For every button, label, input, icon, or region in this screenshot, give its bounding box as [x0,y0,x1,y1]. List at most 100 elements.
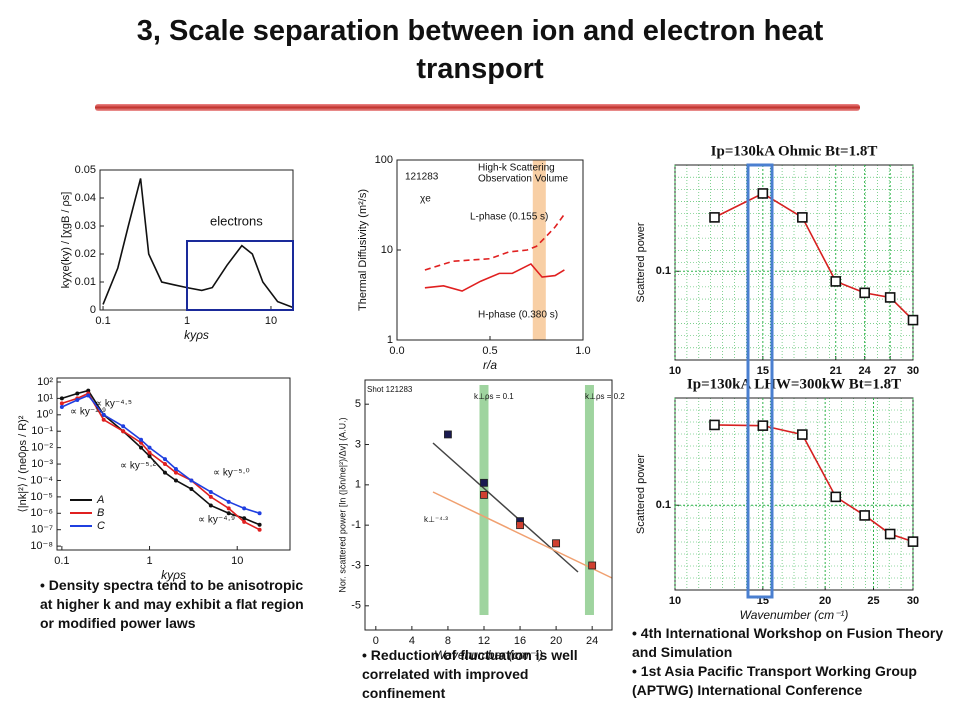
fit-line [432,442,579,573]
x-tick-label: 1 [184,315,190,327]
series-label: L-phase (0.155 s) [470,212,548,223]
point [884,528,896,540]
bullet: Density spectra tend to be anisotropic a… [40,576,310,633]
point [75,397,80,402]
point [139,437,144,442]
series-line [61,394,260,515]
annotation: Shot 121283 [367,385,413,394]
series-line [714,424,914,543]
annotation: High-k Scattering [478,163,555,174]
y-tick-label: 5 [355,398,361,410]
x-tick-label: 20 [819,595,831,607]
x-tick-label: 15 [757,365,769,377]
plot-frame [56,377,291,551]
point [101,412,106,417]
point [189,478,194,483]
annotation: ∝ ky⁻⁵·⁰ [213,468,250,479]
y-tick-label: 1 [355,479,361,491]
point [147,445,152,450]
x-axis-label: kyρs [184,328,209,342]
y-tick-label: 10⁻² [31,442,53,454]
series-line [424,213,566,271]
point [588,561,597,570]
point [162,462,167,467]
y-tick-label: -3 [351,559,361,571]
point [797,429,808,440]
x-tick-label: 25 [867,595,879,607]
x-axis-label: r/a [483,358,497,372]
annotation: k⊥ρs = 0.1 [474,392,514,401]
highlight-box [746,163,774,599]
point [757,420,769,431]
point [59,404,64,409]
annotation: k⊥ρs = 0.2 [585,392,625,401]
point [907,536,919,547]
bullet: Reduction of fluctuation is well correla… [362,646,592,703]
point [173,478,178,483]
annotation: ∝ ky⁻¹·⁹ [70,407,106,418]
annotation: electrons [210,213,263,228]
y-tick-label: 0.02 [75,248,96,260]
x-tick-label: 0.5 [482,345,497,357]
y-tick-label: 10⁻¹ [31,425,53,437]
point [257,511,262,516]
y-tick-label: 10⁻⁶ [30,507,53,519]
point [75,391,80,396]
y-tick-label: 10⁰ [36,409,53,421]
x-tick-label: 20 [550,635,562,647]
point [257,527,262,532]
point [709,419,720,431]
x-tick-label: 0.1 [54,555,69,567]
chart-title: Ip=130kA LHW=300kW Bt=1.8T [687,376,901,392]
y-tick-label: 100 [375,154,393,166]
x-tick-label: 0 [373,635,379,647]
x-axis-label: Wavenumber (cm⁻¹) [434,648,543,662]
y-tick-label: 10⁻⁷ [31,524,53,536]
legend-label: C [97,520,105,532]
x-tick-label: 10 [231,555,243,567]
k-band [479,385,489,615]
y-tick-label: 0.1 [656,265,671,277]
point [907,314,919,326]
point [226,499,231,504]
point [859,287,870,299]
annotation: 121283 [405,172,439,183]
annotation: Observation Volume [478,174,568,185]
y-axis-label: Scattered power [635,222,647,302]
point [121,424,126,429]
point [516,521,524,530]
x-tick-label: 24 [586,635,598,647]
title-rule [95,104,860,111]
point [173,466,178,471]
y-axis-label: Thermal Diffusivity (m²/s) [357,189,369,311]
series-line [102,178,293,308]
y-tick-label: 10⁻⁴ [30,474,53,486]
point [173,470,178,475]
y-tick-label: 10⁻⁵ [30,491,53,503]
point [208,503,213,508]
x-tick-label: 1 [146,555,152,567]
point [147,450,152,455]
y-tick-label: 1 [387,334,393,346]
point [257,522,262,527]
bullet: 1st Asia Pacific Transport Working Group… [632,662,958,700]
bullet-list: Reduction of fluctuation is well correla… [362,646,592,703]
y-tick-label: -5 [351,600,361,612]
y-tick-label: 10⁻³ [31,458,53,470]
point [226,511,231,516]
series-label: H-phase (0.380 s) [478,310,558,321]
y-axis-label: Nor. scattered power [ln (|δn/ne|²)/Δv] … [337,417,347,592]
point [208,489,213,494]
point [101,417,106,422]
point [59,396,64,401]
fit-line [432,491,613,579]
point [480,478,488,487]
point [830,276,842,287]
x-tick-label: 4 [409,635,415,647]
point [830,491,842,503]
point [86,388,91,393]
point [797,212,808,223]
y-tick-label: 3 [355,438,361,450]
point [226,506,231,511]
